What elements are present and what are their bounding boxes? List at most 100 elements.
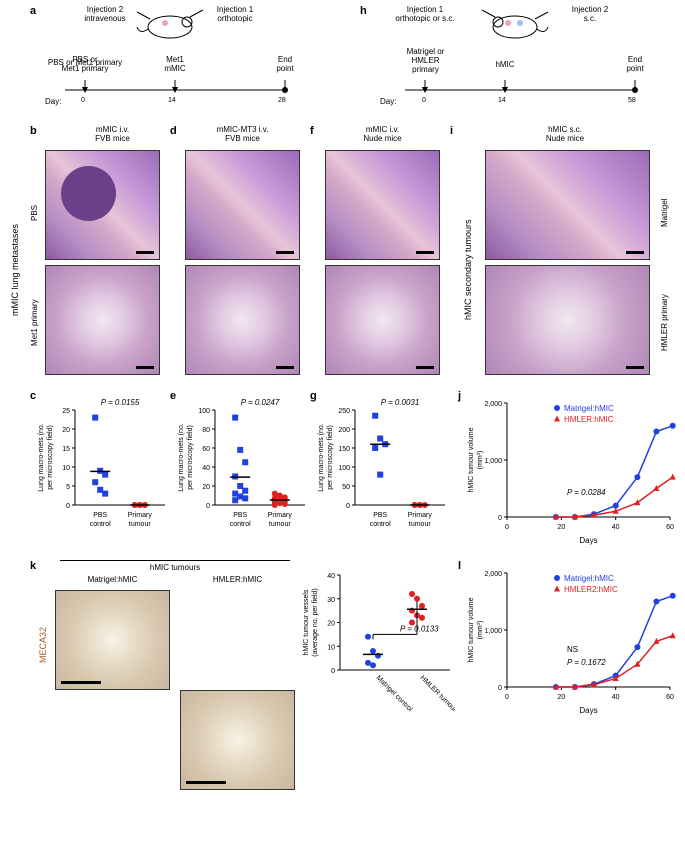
- svg-text:Matrigel:hMIC: Matrigel:hMIC: [564, 574, 614, 583]
- svg-text:(mm³): (mm³): [477, 621, 484, 640]
- svg-text:P = 0.0284: P = 0.0284: [567, 488, 606, 497]
- svg-text:2,000: 2,000: [484, 401, 502, 408]
- title-i: hMIC s.c. Nude mice: [490, 125, 640, 143]
- svg-text:Days: Days: [579, 536, 597, 545]
- label-f: f: [310, 125, 314, 137]
- svg-text:20: 20: [202, 484, 210, 491]
- histo-i1: [485, 150, 650, 260]
- svg-text:Days: Days: [579, 706, 597, 715]
- svg-text:tumour: tumour: [129, 521, 151, 528]
- mouse-icon-h: [480, 7, 550, 42]
- svg-text:5: 5: [66, 484, 70, 491]
- svg-text:60: 60: [202, 446, 210, 453]
- label-d: d: [170, 125, 177, 137]
- svg-text:tumour: tumour: [409, 521, 431, 528]
- svg-text:hMIC tumour vessels: hMIC tumour vessels: [303, 589, 310, 655]
- svg-text:Lung macro-mets (no.: Lung macro-mets (no.: [38, 423, 45, 492]
- plot-l: 01,0002,0000204060Matrigel:hMICHMLER2:hM…: [465, 565, 680, 715]
- svg-text:(mm³): (mm³): [477, 451, 484, 470]
- svg-text:20: 20: [62, 427, 70, 434]
- svg-text:HMLER tumour: HMLER tumour: [419, 674, 455, 714]
- plot-c: 0510152025P = 0.0155PBScontrolPrimarytum…: [35, 395, 170, 545]
- plot-k: 010203040P = 0.0133Matrigel controlHMLER…: [300, 560, 455, 730]
- k-t1: Matrigel:hMIC: [55, 575, 170, 584]
- svg-text:control: control: [370, 521, 391, 528]
- svg-text:Lung macro-mets (no.: Lung macro-mets (no.: [178, 423, 185, 492]
- d58h: 58: [628, 97, 636, 104]
- svg-text:10: 10: [327, 644, 335, 651]
- tl-l1: PBS or Met1 primary: [55, 55, 115, 73]
- panel-h: Injection 1 orthotopic or s.c. Injection…: [375, 5, 675, 105]
- svg-text:P = 0.0247: P = 0.0247: [241, 398, 280, 407]
- svg-text:hMIC tumour volume: hMIC tumour volume: [468, 597, 475, 662]
- svg-text:P = 0.1672: P = 0.1672: [567, 658, 606, 667]
- svg-text:200: 200: [338, 427, 350, 434]
- mouse-icon: [135, 7, 205, 42]
- svg-text:0: 0: [498, 685, 502, 692]
- svg-text:0: 0: [206, 503, 210, 510]
- svg-text:100: 100: [198, 408, 210, 415]
- meca32: MECA32: [38, 605, 48, 685]
- k-header: hMIC tumours: [60, 560, 290, 572]
- histo-b1: [45, 150, 160, 260]
- title-b: mMIC i.v. FVB mice: [55, 125, 170, 143]
- row-pbs: PBS: [30, 165, 39, 260]
- tl-l3-h: End point: [615, 55, 655, 73]
- svg-text:1,000: 1,000: [484, 628, 502, 635]
- tl-l3: End point: [265, 55, 305, 73]
- row-met1: Met1 primary: [30, 275, 39, 370]
- histo-f1: [325, 150, 440, 260]
- histo-d1: [185, 150, 300, 260]
- svg-text:0: 0: [331, 668, 335, 675]
- row-hmler: HMLER primary: [660, 275, 669, 370]
- svg-text:Matrigel control: Matrigel control: [375, 674, 414, 713]
- d0: 0: [81, 97, 85, 104]
- svg-text:PBS: PBS: [93, 512, 107, 519]
- svg-text:250: 250: [338, 408, 350, 415]
- title-d: mMIC-MT3 i.v. FVB mice: [185, 125, 300, 143]
- svg-text:control: control: [90, 521, 111, 528]
- svg-text:60: 60: [666, 524, 674, 531]
- svg-text:20: 20: [327, 621, 335, 628]
- svg-text:0: 0: [346, 503, 350, 510]
- svg-text:10: 10: [62, 465, 70, 472]
- plot-j: 01,0002,0000204060Matrigel:hMICHMLER:hMI…: [465, 395, 680, 545]
- svg-text:PBS: PBS: [233, 512, 247, 519]
- svg-text:20: 20: [557, 524, 565, 531]
- ihc-2: [180, 690, 295, 790]
- ihc-1: [55, 590, 170, 690]
- histo-b2: [45, 265, 160, 375]
- svg-text:1,000: 1,000: [484, 458, 502, 465]
- svg-text:Primary: Primary: [408, 512, 433, 519]
- svg-text:HMLER:hMIC: HMLER:hMIC: [564, 415, 614, 424]
- label-l: l: [458, 560, 461, 572]
- svg-text:25: 25: [62, 408, 70, 415]
- label-a: a: [30, 5, 36, 17]
- svg-text:Matrigel:hMIC: Matrigel:hMIC: [564, 404, 614, 413]
- label-j: j: [458, 390, 461, 402]
- svg-text:60: 60: [666, 694, 674, 701]
- svg-text:per microscopy field): per microscopy field): [327, 425, 334, 490]
- day-label: Day:: [45, 97, 61, 106]
- d28: 28: [278, 97, 286, 104]
- svg-text:2,000: 2,000: [484, 571, 502, 578]
- k-t2: HMLER:hMIC: [180, 575, 295, 584]
- svg-text:15: 15: [62, 446, 70, 453]
- label-h: h: [360, 5, 367, 17]
- inj1-h: Injection 1 orthotopic or s.c.: [385, 5, 465, 23]
- d0h: 0: [422, 97, 426, 104]
- svg-text:40: 40: [327, 573, 335, 580]
- panel-a: Injection 2 intravenous Injection 1 orth…: [45, 5, 325, 105]
- tl-l2-h: hMIC: [485, 60, 525, 69]
- svg-text:P = 0.0133: P = 0.0133: [400, 624, 439, 633]
- inj2-label: Injection 2 intravenous: [70, 5, 140, 23]
- row-matrigel: Matrigel: [660, 165, 669, 260]
- label-i: i: [450, 125, 453, 137]
- svg-text:100: 100: [338, 465, 350, 472]
- svg-text:0: 0: [505, 524, 509, 531]
- svg-text:80: 80: [202, 427, 210, 434]
- histo-d2: [185, 265, 300, 375]
- histo-f2: [325, 265, 440, 375]
- svg-text:PBS: PBS: [373, 512, 387, 519]
- svg-text:0: 0: [66, 503, 70, 510]
